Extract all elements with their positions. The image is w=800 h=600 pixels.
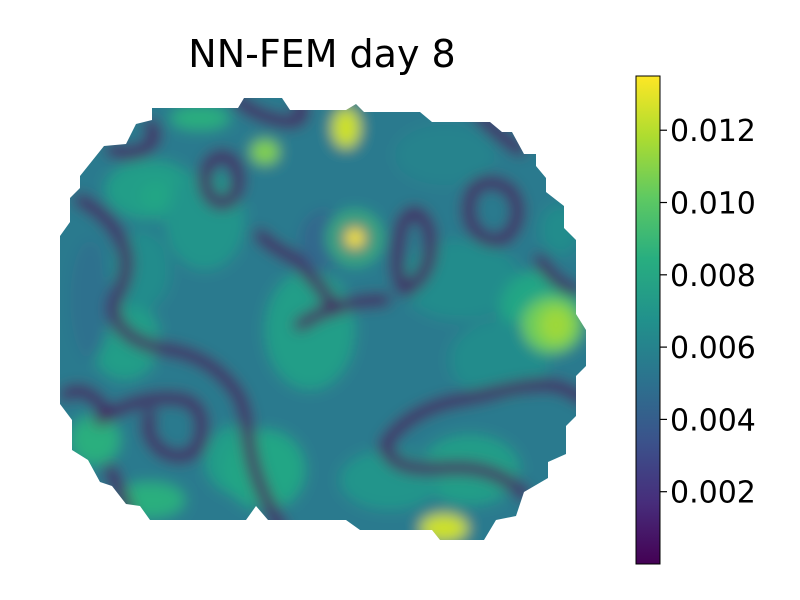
low-contour	[294, 294, 391, 331]
field-region	[70, 415, 120, 465]
field-region	[70, 240, 110, 360]
low-contour	[379, 439, 531, 501]
colorbar-tick-label: 0.006	[670, 331, 756, 366]
colorbar-tick-label: 0.012	[670, 114, 756, 149]
hotspot-bottom	[420, 514, 468, 540]
chart-title: NN-FEM day 8	[188, 32, 455, 76]
low-contour	[379, 378, 586, 451]
low-contour	[534, 254, 581, 296]
low-contour	[74, 194, 288, 536]
field-region	[450, 320, 550, 400]
field-region	[335, 165, 405, 205]
colorbar-gradient	[635, 75, 661, 565]
colorbar-tick-label: 0.004	[670, 403, 756, 438]
hotspot-top	[332, 108, 360, 148]
colorbar-tick-label: 0.010	[670, 187, 756, 222]
colorbar-tick-label: 0.002	[670, 476, 756, 511]
low-contour	[60, 385, 111, 416]
low-contour	[106, 119, 161, 159]
low-contour	[199, 150, 245, 210]
hotspot-left	[140, 182, 172, 210]
field-region	[265, 270, 355, 390]
low-contour	[391, 206, 437, 298]
low-contour	[254, 229, 306, 268]
low-contour	[462, 176, 524, 247]
colorbar-ticks: 0.002 0.004 0.006 0.008 0.010 0.012	[660, 114, 756, 511]
low-contour	[94, 392, 208, 463]
ring-gap	[338, 221, 372, 255]
field-region	[540, 205, 580, 255]
colorbar-tick-label: 0.008	[670, 259, 756, 294]
low-contour	[299, 264, 341, 316]
field-region	[395, 125, 495, 185]
ring-outer	[330, 213, 380, 263]
hotspot-top-left	[251, 140, 279, 164]
ring-peak	[345, 228, 365, 248]
field-region	[170, 106, 230, 130]
hotspot-right	[540, 307, 572, 343]
field-region	[165, 170, 245, 270]
heatmap-field	[60, 98, 586, 540]
colorbar: 0.002 0.004 0.006 0.008 0.010 0.012	[635, 75, 756, 565]
